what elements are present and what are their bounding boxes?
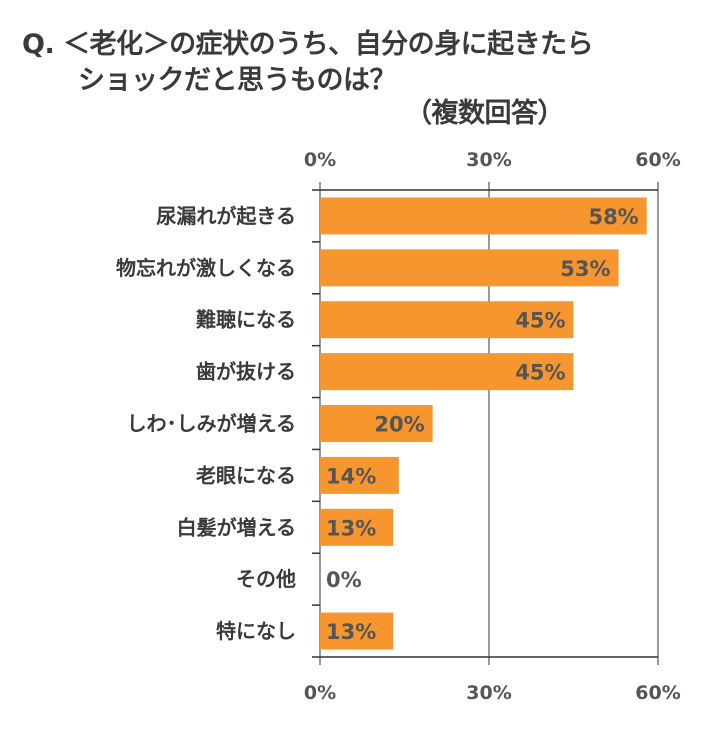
bar <box>320 456 399 494</box>
chart-subtitle: （複数回答） <box>405 98 565 129</box>
tick-label-bottom: 0% <box>304 682 336 704</box>
data-label: 20% <box>374 413 424 437</box>
category-label: 物忘れが激しくなる <box>116 256 296 280</box>
category-label: その他 <box>236 567 296 591</box>
category-label: 歯が抜ける <box>196 360 296 384</box>
tick-label-top: 0% <box>304 149 336 171</box>
chart-title-line1: Q. ＜老化＞の症状のうち、自分の身に起きたら <box>22 29 594 60</box>
bar <box>320 612 394 650</box>
data-label: 14% <box>326 464 376 488</box>
data-label: 58% <box>588 205 638 229</box>
bar <box>320 508 394 546</box>
data-label: 45% <box>515 361 565 385</box>
tick-label-top: 60% <box>635 149 680 171</box>
bar <box>320 405 433 442</box>
chart-title-line2: ショックだと思うものは？ <box>78 65 397 96</box>
category-label: しわ･しみが増える <box>127 412 296 436</box>
category-label: 特になし <box>216 619 296 643</box>
bar <box>320 197 647 235</box>
category-label: 難聴になる <box>196 308 296 332</box>
bar <box>320 249 619 287</box>
data-label: 0% <box>326 568 362 592</box>
data-label: 13% <box>326 620 376 644</box>
data-label: 53% <box>560 257 610 281</box>
tick-label-bottom: 60% <box>635 682 680 704</box>
tick-label-bottom: 30% <box>466 682 511 704</box>
data-label: 45% <box>515 309 565 333</box>
bar <box>320 353 574 391</box>
category-label: 尿漏れが起きる <box>156 204 296 228</box>
data-label: 13% <box>326 516 376 540</box>
bar <box>320 301 574 339</box>
tick-label-top: 30% <box>466 149 511 171</box>
category-label: 老眼になる <box>196 463 296 487</box>
category-label: 白髪が増える <box>177 515 296 539</box>
